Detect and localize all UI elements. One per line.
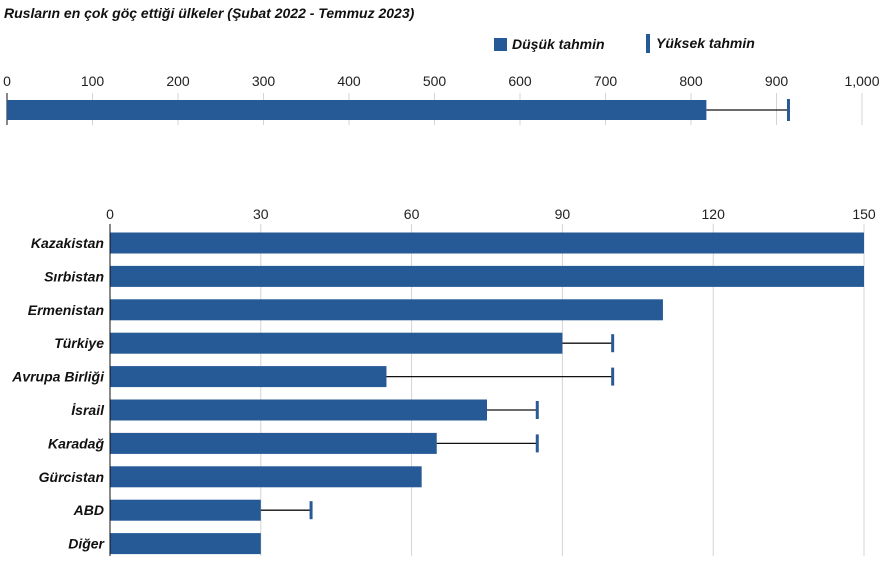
bar-avrupa-birligi (110, 366, 387, 388)
chart-title: Rusların en çok göç ettiği ülkeler (Şuba… (4, 5, 415, 21)
x-tick-label: 700 (594, 73, 618, 89)
x-tick-label: 400 (337, 73, 361, 89)
category-label-ermenistan: Ermenistan (28, 302, 104, 318)
x-tick-label: 300 (252, 73, 276, 89)
x-tick-label: 90 (555, 206, 571, 222)
bar-ermenistan (110, 299, 663, 321)
category-label-turkiye: Türkiye (54, 335, 104, 351)
bar-total-low (7, 100, 707, 120)
legend-low-swatch (494, 38, 507, 51)
category-label-diger: Diğer (68, 536, 105, 552)
legend-low-label: Düşük tahmin (512, 36, 605, 52)
category-label-gurcistan: Gürcistan (39, 469, 104, 485)
legend-high-swatch (646, 34, 650, 53)
category-label-sirbistan: Sırbistan (44, 268, 104, 284)
legend-high-label: Yüksek tahmin (656, 35, 755, 51)
bar-abd (110, 499, 261, 521)
x-tick-label: 600 (508, 73, 532, 89)
x-tick-label: 150 (852, 206, 876, 222)
bar-israil (110, 399, 487, 421)
x-tick-label: 800 (679, 73, 703, 89)
bar-sirbistan (110, 265, 864, 287)
category-label-kazakistan: Kazakistan (31, 235, 104, 251)
bar-diger (110, 533, 261, 555)
bar-karadag (110, 432, 437, 454)
country-chart: 0 30 60 90 120 150 Kazakistan Sırbistan Ermenist… (11, 206, 876, 556)
x-tick-label: 100 (81, 73, 105, 89)
category-label-karadag: Karadağ (48, 435, 104, 451)
category-label-abd: ABD (73, 502, 104, 518)
x-tick-label: 900 (765, 73, 789, 89)
bar-kazakistan (110, 232, 864, 254)
x-tick-label: 500 (423, 73, 447, 89)
x-tick-label: 1,000 (844, 73, 879, 89)
x-tick-label: 0 (3, 73, 11, 89)
x-tick-label: 60 (404, 206, 420, 222)
x-tick-label: 30 (253, 206, 269, 222)
category-label-avrupa-birligi: Avrupa Birliği (11, 369, 105, 385)
x-tick-label: 120 (702, 206, 726, 222)
x-tick-label: 0 (106, 206, 114, 222)
bar-turkiye (110, 332, 563, 354)
total-chart: 0 100 200 300 400 500 600 700 800 900 1,000 (3, 73, 880, 125)
x-tick-label: 200 (166, 73, 190, 89)
bar-gurcistan (110, 466, 422, 488)
category-label-israil: İsrail (71, 402, 105, 418)
